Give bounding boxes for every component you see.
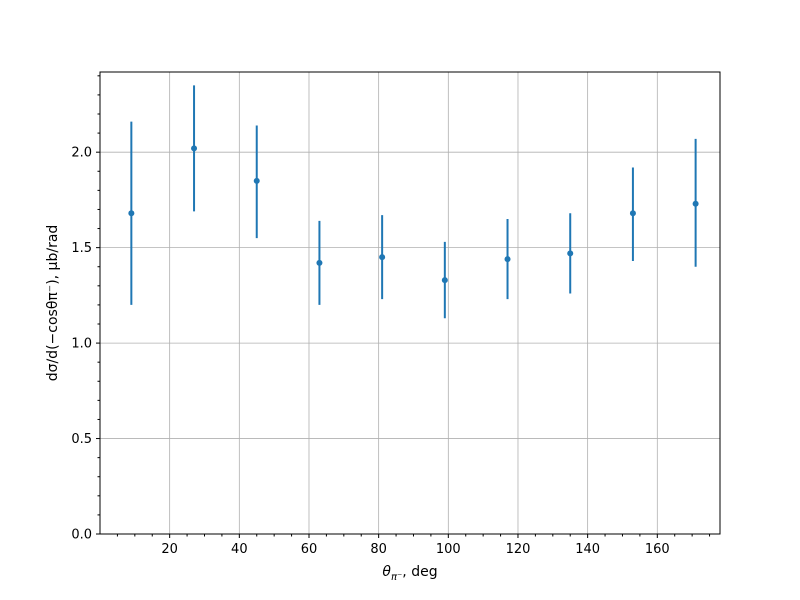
y-axis-label: dσ/d(−cosθπ⁻), μb/rad xyxy=(45,225,61,382)
data-point xyxy=(441,277,448,284)
y-tick-label: 2.0 xyxy=(71,146,92,161)
data-point xyxy=(629,210,636,217)
data-point xyxy=(692,200,699,207)
x-axis-label: θπ⁻, deg xyxy=(382,564,437,583)
data-point xyxy=(379,254,386,261)
plot-frame xyxy=(99,71,721,535)
data-point xyxy=(253,177,260,184)
y-tick-label: 1.0 xyxy=(71,337,92,352)
x-tick-label: 80 xyxy=(370,542,387,557)
x-tick-label: 140 xyxy=(575,542,600,557)
y-tick-label: 0.0 xyxy=(71,528,92,543)
data-point xyxy=(316,259,323,266)
y-tick-label: 0.5 xyxy=(71,432,92,447)
data-points xyxy=(128,145,699,284)
x-tick-labels: 20 40 60 80 100 120 140 160 xyxy=(161,542,669,557)
axis-ticks xyxy=(96,75,711,538)
data-point xyxy=(191,145,198,152)
y-tick-labels: 0.0 0.5 1.0 1.5 2.0 xyxy=(71,146,92,543)
grid-lines xyxy=(100,72,720,535)
x-tick-label: 40 xyxy=(231,542,248,557)
x-axis-label-unit: , deg xyxy=(402,564,437,580)
data-point xyxy=(567,250,574,257)
x-axis-label-symbol: θ xyxy=(382,564,391,580)
data-point xyxy=(128,210,135,217)
y-tick-label: 1.5 xyxy=(71,241,92,256)
x-tick-label: 20 xyxy=(161,542,178,557)
data-point xyxy=(504,256,511,263)
x-tick-label: 100 xyxy=(436,542,461,557)
error-bars xyxy=(130,85,697,319)
x-tick-label: 60 xyxy=(301,542,318,557)
x-tick-label: 120 xyxy=(506,542,531,557)
x-tick-label: 160 xyxy=(645,542,670,557)
x-axis-label-subscript: π⁻ xyxy=(391,572,402,583)
